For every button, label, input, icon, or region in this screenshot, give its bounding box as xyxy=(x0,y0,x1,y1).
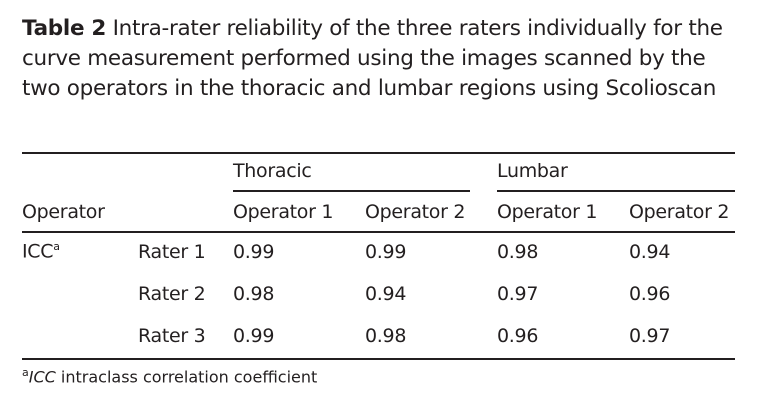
cell: 0.97 xyxy=(497,283,539,305)
measure-text: ICC xyxy=(22,240,54,263)
cell: 0.98 xyxy=(365,325,407,347)
cell: 0.94 xyxy=(365,283,407,305)
measure-label: ICCa xyxy=(22,240,60,262)
col-header: Operator 2 xyxy=(365,201,466,223)
table-caption: Table 2 Intra-rater reliability of the t… xyxy=(22,14,742,104)
cell: 0.96 xyxy=(497,325,539,347)
group-lumbar: Lumbar xyxy=(497,160,568,182)
header-rule xyxy=(22,231,735,233)
cell: 0.96 xyxy=(629,283,671,305)
group-thoracic: Thoracic xyxy=(233,160,312,182)
cell: 0.99 xyxy=(365,241,407,263)
row-label: Rater 1 xyxy=(138,241,206,263)
col-header: Operator 2 xyxy=(629,201,730,223)
row-header: Operator xyxy=(22,201,105,223)
footnote-sup: a xyxy=(22,366,29,379)
thoracic-rule xyxy=(233,190,470,192)
caption-text: Intra-rater reliability of the three rat… xyxy=(22,16,723,101)
cell: 0.98 xyxy=(233,283,275,305)
col-header: Operator 1 xyxy=(497,201,598,223)
cell: 0.99 xyxy=(233,325,275,347)
bottom-rule xyxy=(22,358,735,360)
cell: 0.94 xyxy=(629,241,671,263)
table-label: Table 2 xyxy=(22,16,107,41)
lumbar-rule xyxy=(497,190,735,192)
cell: 0.98 xyxy=(497,241,539,263)
cell: 0.99 xyxy=(233,241,275,263)
measure-sup: a xyxy=(53,240,60,253)
row-label: Rater 2 xyxy=(138,283,206,305)
top-rule xyxy=(22,152,735,154)
col-header: Operator 1 xyxy=(233,201,334,223)
cell: 0.97 xyxy=(629,325,671,347)
footnote-abbr: ICC xyxy=(28,367,56,387)
footnote-text: intraclass correlation coefficient xyxy=(55,367,318,387)
footnote: aICC intraclass correlation coefficient xyxy=(22,366,317,386)
row-label: Rater 3 xyxy=(138,325,206,347)
